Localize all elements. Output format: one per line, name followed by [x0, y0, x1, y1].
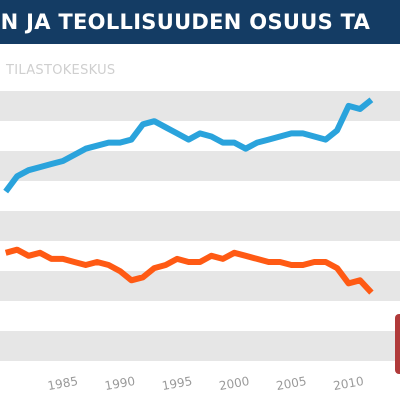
series-layer — [3, 97, 374, 295]
grid-band-5 — [0, 331, 400, 361]
title-bar: EN JA TEOLLISUUDEN OSUUS TA — [0, 0, 400, 44]
corner-badge — [395, 314, 400, 374]
x-tick-label: 1985 — [47, 374, 80, 393]
x-tick-label: 2005 — [275, 374, 308, 393]
chart-title: EN JA TEOLLISUUDEN OSUUS TA — [0, 10, 371, 34]
series-line-2 — [4, 246, 374, 295]
x-tick-label: 1990 — [104, 374, 137, 393]
source-label: TILASTOKESKUS — [6, 63, 116, 78]
x-tick-label: 2010 — [332, 374, 365, 393]
grid-band-2 — [0, 151, 400, 181]
series-line-1 — [3, 97, 374, 194]
x-tick-label: 2000 — [218, 374, 251, 393]
background-bands — [0, 91, 400, 361]
x-axis-ticks: 1985 1990 1995 2000 2005 2010 — [47, 374, 365, 393]
grid-band-3 — [0, 211, 400, 241]
grid-band-1 — [0, 91, 400, 121]
x-tick-label: 1995 — [161, 374, 194, 393]
grid-band-4 — [0, 271, 400, 301]
